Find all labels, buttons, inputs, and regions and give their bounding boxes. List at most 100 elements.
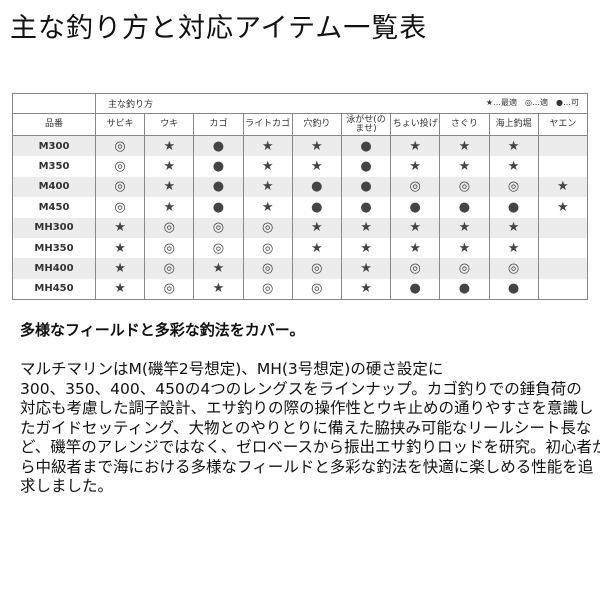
legend-mark: ● <box>556 98 563 107</box>
model-cell: MH300 <box>12 217 96 238</box>
empty-cell <box>537 278 589 301</box>
star-icon: ★ <box>340 237 392 259</box>
model-cell: M400 <box>12 176 96 198</box>
star-icon: ★ <box>390 217 441 238</box>
star-icon: ★ <box>144 135 195 157</box>
column-header: ウキ <box>144 113 195 136</box>
star-icon: ★ <box>193 278 244 301</box>
description-line: ら中級者まで海における多様なフィールドと多彩な釣法を快適に楽しめる性能を追 <box>20 457 594 476</box>
double-circle-icon: ◎ <box>390 176 441 198</box>
filled-circle-icon: ● <box>439 197 490 218</box>
filled-circle-icon: ● <box>193 135 244 157</box>
table-row: M400 ◎ ★ ● ★ ● ● ◎ ◎ ◎ ★ <box>12 176 589 198</box>
model-cell: MH450 <box>12 278 96 301</box>
table-column-header-row: 品番 サビキ ウキ カゴ ライトカゴ 穴釣り 泳がせ(のませ) ちょい投げ さぐり 海上釣堀 ヤエ… <box>12 113 589 136</box>
double-circle-icon: ◎ <box>439 258 490 279</box>
empty-cell <box>537 135 589 157</box>
filled-circle-icon: ● <box>340 156 392 177</box>
double-circle-icon: ◎ <box>291 278 342 301</box>
column-header: ヤエン <box>537 113 589 136</box>
fishing-method-table: 主な釣り方 ★…最適 ◎…適 ●…可 品番 サビキ ウキ カゴ ライトカゴ 穴釣り 泳がせ(の… <box>12 93 589 301</box>
star-icon: ★ <box>291 217 342 238</box>
table-group-header-row: 主な釣り方 ★…最適 ◎…適 ●…可 <box>12 93 588 114</box>
filled-circle-icon: ● <box>340 135 392 157</box>
legend-item: ★…最適 <box>486 98 517 107</box>
double-circle-icon: ◎ <box>242 237 293 259</box>
double-circle-icon: ◎ <box>242 217 293 238</box>
table-row: MH400 ★ ◎ ★ ◎ ◎ ★ ◎ ◎ ◎ <box>12 258 589 279</box>
description-line: マルチマリンはM(磯竿2号想定)、MH(3号想定)の硬さ設定に <box>20 360 444 378</box>
description-line: ど、磯竿のアレンジではなく、ゼロベースから振出エサ釣りロッドを研究。初心者か <box>20 438 600 456</box>
star-icon: ★ <box>94 217 146 238</box>
column-header: カゴ <box>193 113 244 136</box>
table-row: MH450 ★ ◎ ★ ◎ ◎ ★ ● ● ● <box>12 278 589 301</box>
star-icon: ★ <box>242 156 293 177</box>
filled-circle-icon: ● <box>439 278 490 301</box>
double-circle-icon: ◎ <box>94 156 146 177</box>
legend-label: …適 <box>532 98 549 107</box>
description-line: 300、350、400、450の4つのレングスをラインナップ。カゴ釣りでの錘負荷… <box>20 379 582 398</box>
star-icon: ★ <box>488 217 539 238</box>
model-cell: M300 <box>12 135 96 157</box>
star-icon: ★ <box>291 135 342 157</box>
star-icon: ★ <box>94 278 146 301</box>
table-row: MH350 ★ ◎ ◎ ◎ ★ ★ ★ ★ ★ <box>12 237 589 259</box>
filled-circle-icon: ● <box>340 197 392 218</box>
double-circle-icon: ◎ <box>193 237 244 259</box>
star-icon: ★ <box>193 258 244 279</box>
filled-circle-icon: ● <box>340 176 392 198</box>
double-circle-icon: ◎ <box>94 176 146 198</box>
model-cell: MH400 <box>12 258 96 279</box>
double-circle-icon: ◎ <box>242 258 293 279</box>
star-icon: ★ <box>390 135 441 157</box>
table-row: M300 ◎ ★ ● ★ ★ ● ★ ★ ★ <box>12 135 589 157</box>
blank-cell <box>12 93 96 114</box>
double-circle-icon: ◎ <box>488 258 539 279</box>
model-cell: MH350 <box>12 237 96 259</box>
star-icon: ★ <box>144 176 195 198</box>
star-icon: ★ <box>537 197 589 218</box>
star-icon: ★ <box>340 258 392 279</box>
star-icon: ★ <box>340 217 392 238</box>
description-line: 対応も考慮した調子設計、エサ釣りの際の操作性とウキ止めの通りやすさを意識し <box>20 399 594 417</box>
star-icon: ★ <box>488 237 539 259</box>
legend-item: ◎…適 <box>525 98 548 107</box>
legend-label: …可 <box>563 98 579 107</box>
star-icon: ★ <box>144 197 195 218</box>
star-icon: ★ <box>340 278 392 301</box>
star-icon: ★ <box>537 176 589 198</box>
empty-cell <box>537 217 589 238</box>
filled-circle-icon: ● <box>193 197 244 218</box>
star-icon: ★ <box>439 156 490 177</box>
double-circle-icon: ◎ <box>291 258 342 279</box>
legend-mark: ★ <box>485 98 494 107</box>
column-header: ちょい投げ <box>390 113 441 136</box>
filled-circle-icon: ● <box>193 176 244 198</box>
legend-label: …最適 <box>493 98 518 107</box>
column-header: 海上釣堀 <box>488 113 539 136</box>
double-circle-icon: ◎ <box>193 217 244 238</box>
legend-mark: ◎ <box>525 98 533 107</box>
double-circle-icon: ◎ <box>144 258 195 279</box>
double-circle-icon: ◎ <box>94 197 146 218</box>
star-icon: ★ <box>94 258 146 279</box>
star-icon: ★ <box>439 237 490 259</box>
filled-circle-icon: ● <box>488 197 539 218</box>
filled-circle-icon: ● <box>488 278 539 301</box>
star-icon: ★ <box>439 217 490 238</box>
page-title: 主な釣り方と対応アイテム一覧表 <box>10 13 428 44</box>
double-circle-icon: ◎ <box>94 135 146 157</box>
model-cell: M450 <box>12 197 96 218</box>
star-icon: ★ <box>242 176 293 198</box>
star-icon: ★ <box>390 156 441 177</box>
column-header: サビキ <box>94 113 146 136</box>
column-header: 穴釣り <box>291 113 342 136</box>
filled-circle-icon: ● <box>193 156 244 177</box>
double-circle-icon: ◎ <box>390 258 441 279</box>
star-icon: ★ <box>144 156 195 177</box>
double-circle-icon: ◎ <box>144 217 195 238</box>
star-icon: ★ <box>488 156 539 177</box>
star-icon: ★ <box>94 237 146 259</box>
star-icon: ★ <box>390 237 441 259</box>
empty-cell <box>537 237 589 259</box>
